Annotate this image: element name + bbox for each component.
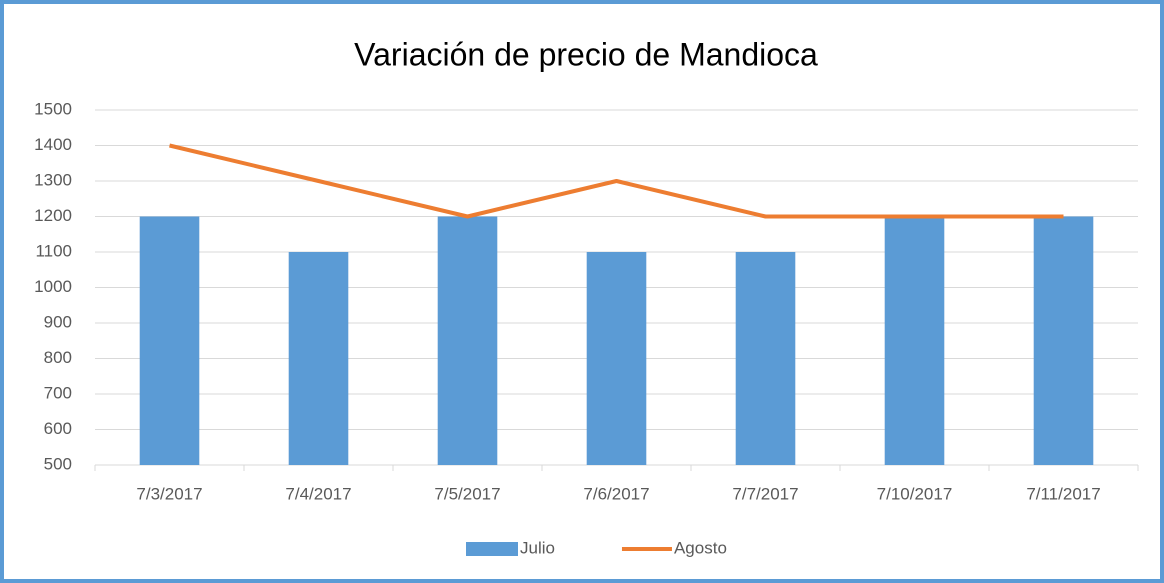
chart-title: Variación de precio de Mandioca — [354, 36, 818, 72]
legend-label: Agosto — [674, 538, 727, 557]
bar — [735, 252, 796, 465]
bar — [139, 216, 200, 465]
y-tick-label: 800 — [44, 348, 72, 367]
y-tick-label: 900 — [44, 312, 72, 331]
x-tick-label: 7/4/2017 — [285, 484, 351, 503]
y-tick-label: 1300 — [34, 170, 72, 189]
x-tick-label: 7/5/2017 — [434, 484, 500, 503]
x-tick-label: 7/6/2017 — [583, 484, 649, 503]
y-tick-label: 1100 — [35, 241, 72, 260]
y-tick-label: 1500 — [34, 99, 72, 118]
bar — [884, 216, 945, 465]
y-tick-label: 1400 — [34, 135, 72, 154]
x-tick-label: 7/3/2017 — [136, 484, 202, 503]
line — [169, 143, 1064, 219]
x-tick-label: 7/11/2017 — [1026, 484, 1100, 503]
legend-swatch — [466, 542, 518, 556]
x-tick-label: 7/10/2017 — [877, 484, 953, 503]
y-tick-label: 600 — [44, 419, 72, 438]
x-tick-label: 7/7/2017 — [732, 484, 798, 503]
y-tick-label: 700 — [44, 383, 72, 402]
legend-label: Julio — [520, 538, 555, 557]
bar — [437, 216, 498, 465]
y-tick-label: 1200 — [34, 206, 72, 225]
bar — [288, 252, 349, 465]
bar — [586, 252, 647, 465]
y-tick-label: 1000 — [34, 277, 72, 296]
y-tick-label: 500 — [44, 454, 72, 473]
bar — [1033, 216, 1094, 465]
